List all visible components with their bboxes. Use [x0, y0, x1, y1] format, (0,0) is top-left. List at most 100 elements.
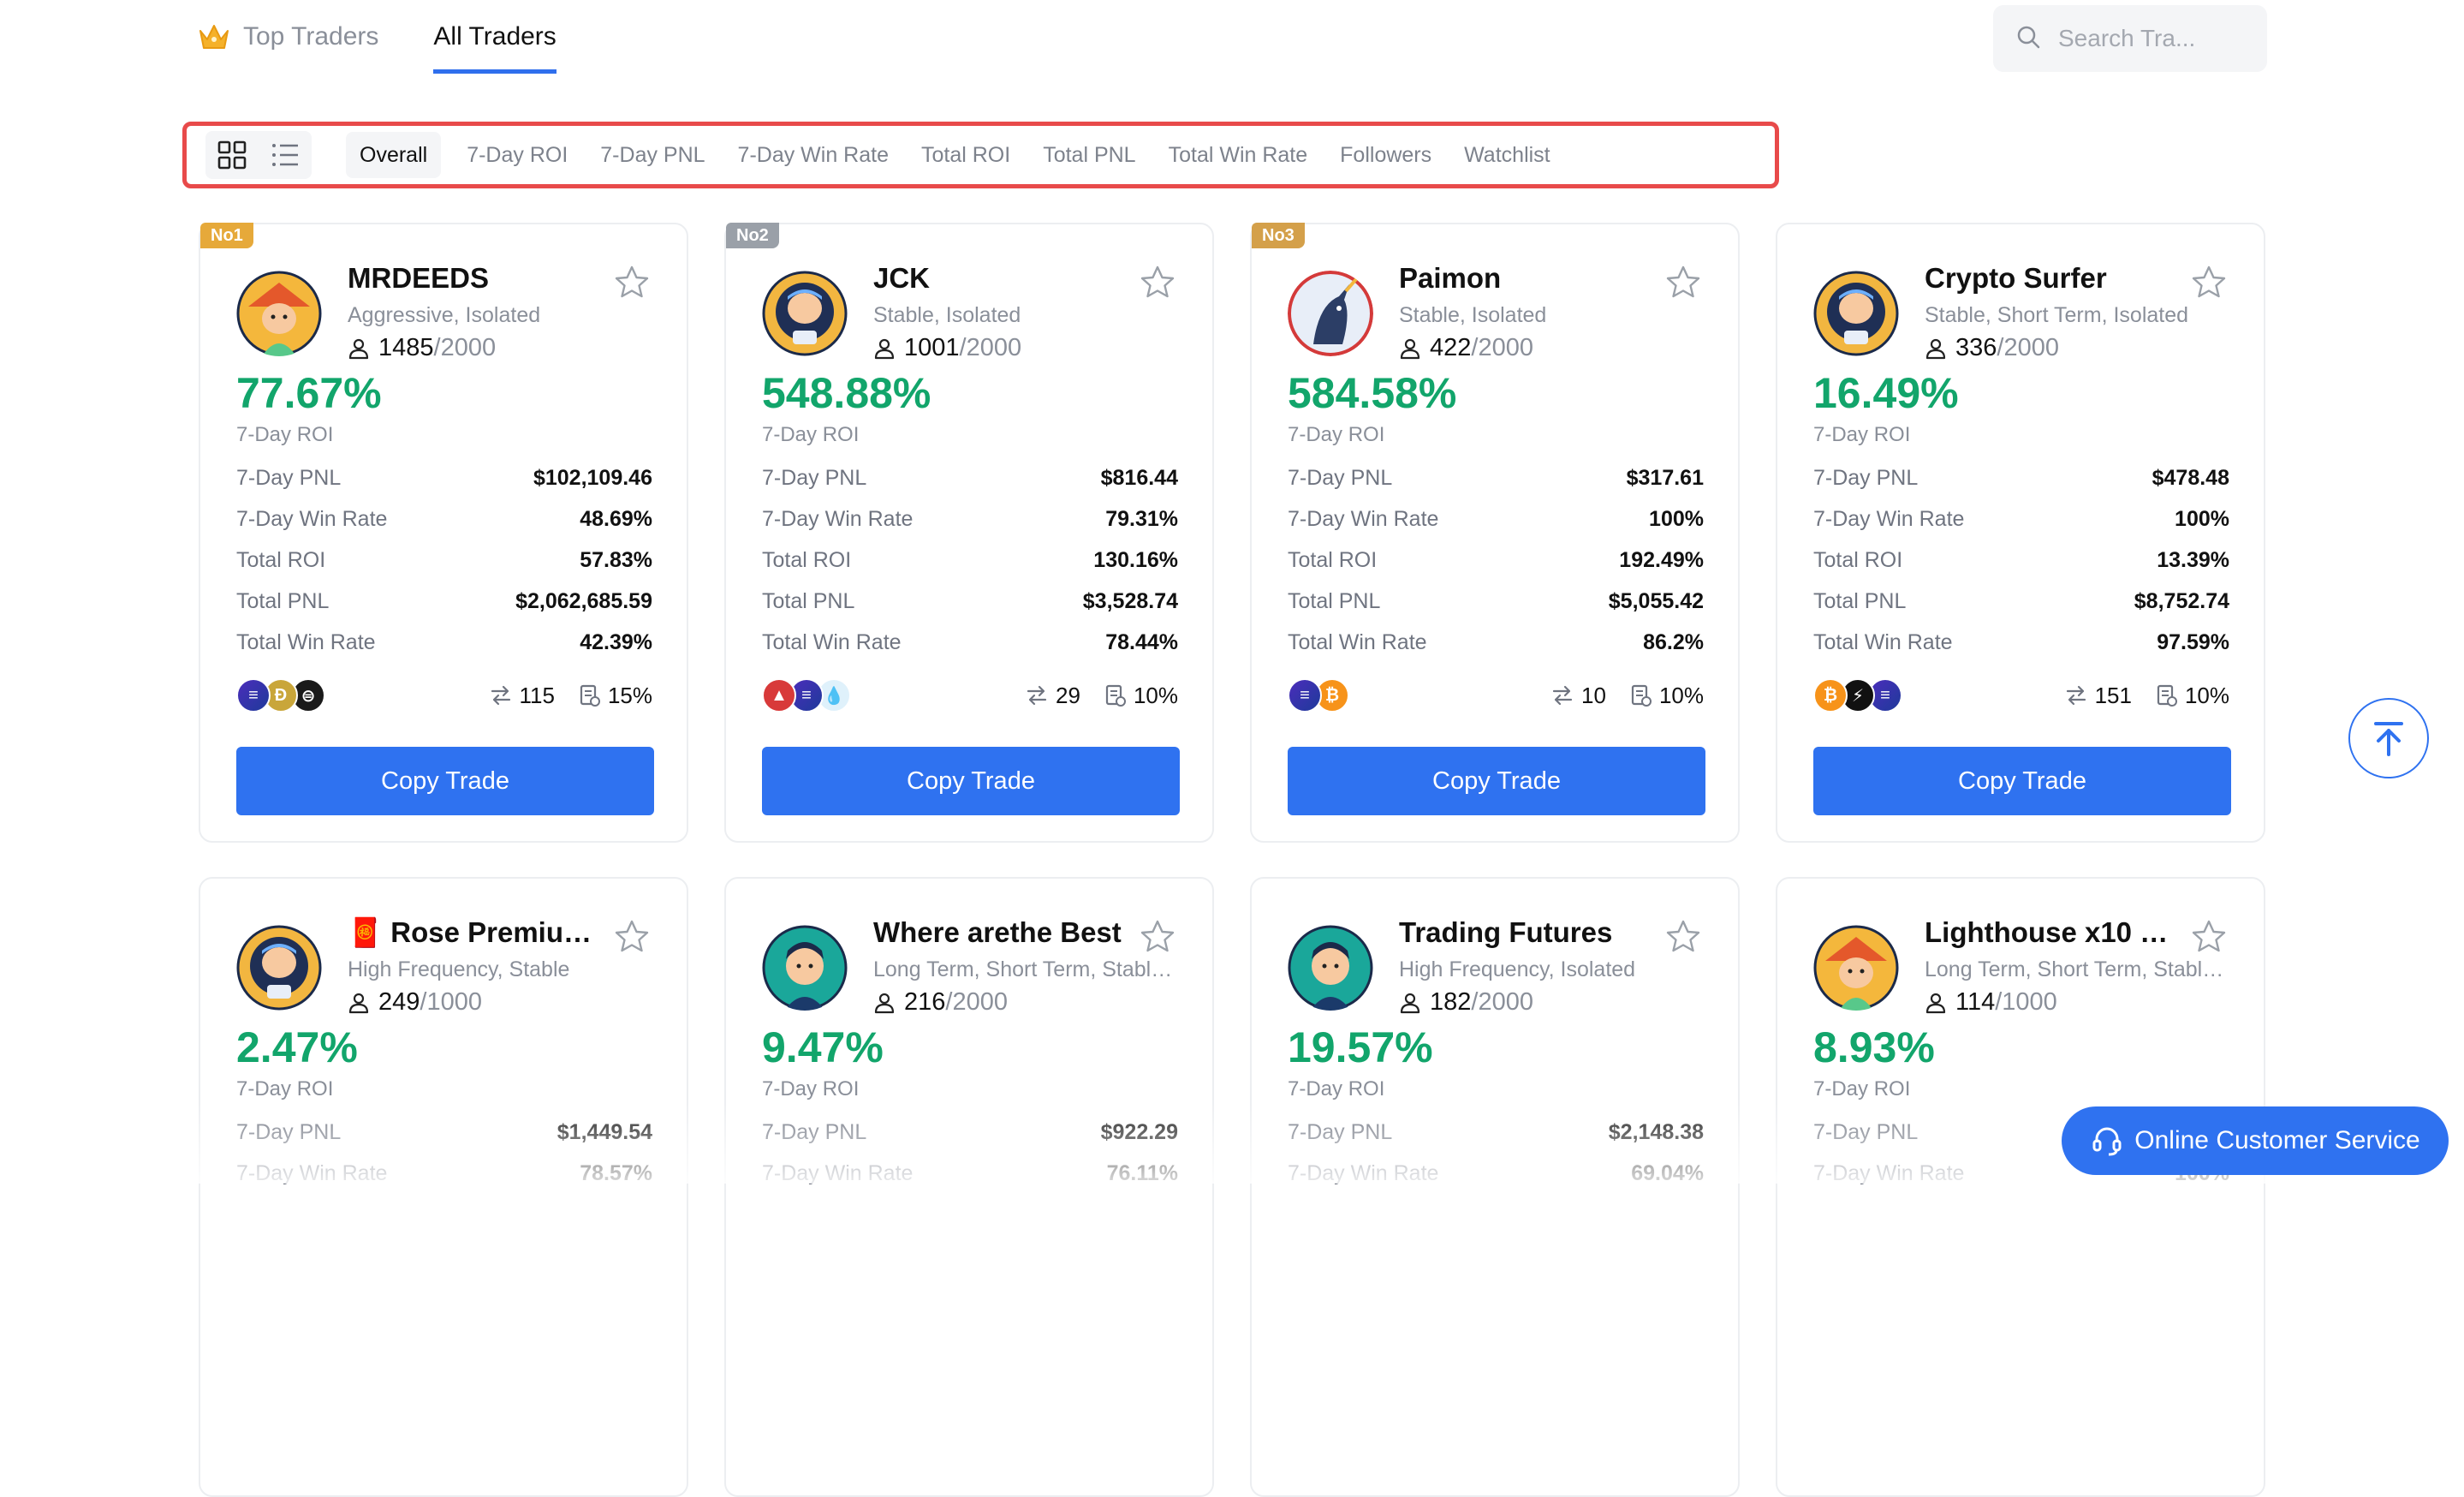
stat-label: Total ROI [236, 547, 326, 572]
watchlist-star-icon[interactable] [613, 264, 651, 306]
stat-row: Total PNL $2,062,685.59 [236, 581, 652, 622]
view-toggle [205, 131, 312, 179]
trader-name: 🧧 Rose Premium Signal [348, 916, 604, 948]
stat-row: Total Win Rate 86.2% [1288, 622, 1704, 663]
followers-current: 1485 [378, 334, 434, 361]
seven-day-roi-value: 16.49% [1813, 369, 1959, 417]
stat-row: Total Win Rate 42.39% [236, 622, 652, 663]
trader-card[interactable]: No3 Paimon Stable, Isolated 422/2000 584.58… [1250, 223, 1740, 843]
copy-trade-button[interactable]: Copy Trade [1813, 747, 2231, 815]
stat-row: 7-Day PNL $816.44 [762, 457, 1178, 498]
seven-day-roi-label: 7-Day ROI [236, 423, 334, 446]
search-input[interactable] [2056, 24, 2248, 53]
sort-tab-7-day-roi[interactable]: 7-Day ROI [467, 142, 568, 167]
trader-card[interactable]: 🧧 Rose Premium Signal High Frequency, Sta… [199, 877, 688, 1497]
trade-meta: 115 15% [489, 683, 652, 709]
trader-card[interactable]: Trading Futures High Frequency, Isolated … [1250, 877, 1740, 1497]
crown-icon [197, 22, 231, 51]
stat-label: 7-Day PNL [1288, 465, 1393, 490]
followers-current: 336 [1955, 334, 1997, 361]
watchlist-star-icon[interactable] [613, 918, 651, 960]
trader-card[interactable]: Crypto Surfer Stable, Short Term, Isolate… [1776, 223, 2265, 843]
grid-view-button[interactable] [205, 131, 259, 179]
stat-label: 7-Day PNL [762, 1119, 867, 1144]
trader-tags: Aggressive, Isolated [348, 303, 541, 327]
rank-badge: No3 [1252, 223, 1305, 248]
list-view-button[interactable] [259, 131, 312, 179]
tab-top-traders[interactable]: Top Traders [197, 0, 378, 74]
trader-name: Lighthouse x10 x100 [1925, 916, 2181, 948]
avatar [1813, 271, 1899, 356]
trader-card[interactable]: Lighthouse x10 x100 Long Term, Short Term… [1776, 877, 2265, 1497]
stat-value: $102,109.46 [533, 465, 652, 490]
sort-tab-7-day-win-rate[interactable]: 7-Day Win Rate [737, 142, 889, 167]
watchlist-star-icon[interactable] [2190, 264, 2228, 306]
online-customer-service-button[interactable]: Online Customer Service [2062, 1106, 2449, 1175]
trader-card[interactable]: No2 JCK Stable, Isolated 1001/2000 548.88% 7… [724, 223, 1214, 843]
trader-card[interactable]: Where arethe Best Long Term, Short Term, … [724, 877, 1214, 1497]
user-icon [348, 338, 369, 359]
profit-share: 10% [1133, 682, 1178, 708]
stat-label: 7-Day PNL [236, 465, 342, 490]
coin-sol-icon: ≡ [236, 678, 271, 713]
trader-tags: Stable, Isolated [1399, 303, 1547, 327]
profit-share: 10% [1658, 682, 1704, 708]
copy-trade-button[interactable]: Copy Trade [1288, 747, 1705, 815]
watchlist-star-icon[interactable] [1664, 264, 1702, 306]
sort-tabs: Overall 7-Day ROI 7-Day PNL 7-Day Win Rate T… [312, 132, 1550, 178]
stat-label: 7-Day Win Rate [1813, 1160, 1965, 1185]
stat-row: Total Win Rate 78.44% [762, 622, 1178, 663]
scroll-to-top-button[interactable] [2348, 698, 2429, 778]
user-icon [1925, 993, 1946, 1013]
avatar [236, 925, 322, 1011]
coin-list: ₿ ⚡ ≡ [1813, 678, 1902, 713]
watchlist-star-icon[interactable] [2190, 918, 2228, 960]
sort-tab-total-roi[interactable]: Total ROI [921, 142, 1011, 167]
sort-tab-total-pnl[interactable]: Total PNL [1043, 142, 1136, 167]
trader-tags: Stable, Short Term, Isolated [1925, 303, 2189, 327]
followers-current: 249 [378, 988, 420, 1016]
stat-label: Total PNL [762, 588, 855, 613]
followers-current: 182 [1430, 988, 1472, 1016]
stat-value: $816.44 [1100, 465, 1178, 490]
coin-list: ≡ Ð ⊜ [236, 678, 325, 713]
copy-trade-button[interactable]: Copy Trade [236, 747, 654, 815]
stat-value: 48.69% [580, 506, 652, 531]
stat-row: Total Win Rate 97.59% [1813, 622, 2229, 663]
stat-label: 7-Day PNL [762, 465, 867, 490]
sort-tab-total-win-rate[interactable]: Total Win Rate [1168, 142, 1308, 167]
follower-count: 1001/2000 [873, 334, 1021, 362]
seven-day-roi-value: 548.88% [762, 369, 931, 417]
profit-share-icon [1631, 684, 1652, 707]
coin-btc-icon: ₿ [1813, 678, 1848, 713]
tab-all-traders[interactable]: All Traders [433, 0, 556, 74]
trade-count: 151 [2094, 682, 2132, 708]
swap-icon [1552, 685, 1573, 706]
rank-badge: No2 [726, 223, 779, 248]
sort-tab-watchlist[interactable]: Watchlist [1464, 142, 1550, 167]
follower-count: 336/2000 [1925, 334, 2059, 362]
sort-tab-overall[interactable]: Overall [346, 132, 442, 178]
search-box[interactable] [1993, 5, 2267, 72]
trader-tags: Stable, Isolated [873, 303, 1021, 327]
stat-label: 7-Day PNL [1288, 1119, 1393, 1144]
stat-label: 7-Day Win Rate [1288, 506, 1439, 531]
stats-list: 7-Day PNL $1,449.54 7-Day Win Rate 78.57% [236, 1112, 652, 1194]
trader-name: Where arethe Best [873, 916, 1122, 948]
watchlist-star-icon[interactable] [1139, 264, 1176, 306]
sort-tab-followers[interactable]: Followers [1340, 142, 1432, 167]
tab-all-traders-label: All Traders [433, 22, 556, 51]
stat-row: 7-Day PNL $478.48 [1813, 457, 2229, 498]
watchlist-star-icon[interactable] [1139, 918, 1176, 960]
sort-tab-7-day-pnl[interactable]: 7-Day PNL [600, 142, 705, 167]
coin-drop-icon: 💧 [817, 678, 851, 713]
trader-card[interactable]: No1 MRDEEDS Aggressive, Isolated 1485/2000… [199, 223, 688, 843]
seven-day-roi-value: 9.47% [762, 1023, 884, 1071]
seven-day-roi-label: 7-Day ROI [1288, 423, 1385, 446]
follower-count: 1485/2000 [348, 334, 496, 362]
tab-top-traders-label: Top Traders [243, 22, 379, 51]
copy-trade-button[interactable]: Copy Trade [762, 747, 1180, 815]
stat-label: 7-Day Win Rate [762, 506, 914, 531]
watchlist-star-icon[interactable] [1664, 918, 1702, 960]
trader-name: Trading Futures [1399, 916, 1613, 948]
